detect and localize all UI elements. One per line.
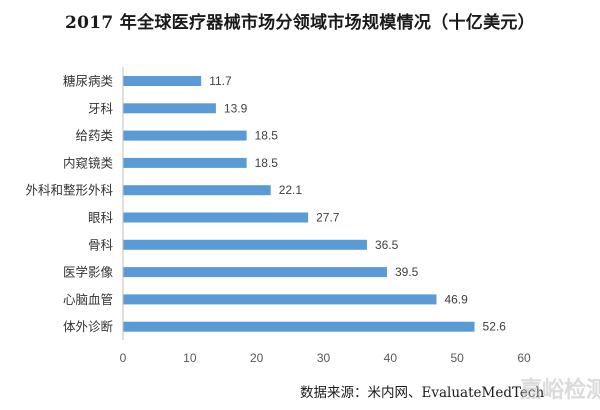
category-label: 给药类 — [75, 128, 113, 143]
bar — [123, 212, 309, 223]
x-tick-label: 30 — [317, 351, 331, 365]
category-label: 外科和整形外科 — [25, 183, 113, 198]
value-label: 18.5 — [255, 156, 279, 170]
category-label: 体外诊断 — [63, 319, 113, 334]
bar — [123, 267, 387, 278]
category-label: 医学影像 — [63, 265, 114, 280]
x-tick-label: 10 — [183, 351, 197, 365]
category-label: 眼科 — [88, 210, 114, 225]
bar — [123, 157, 247, 168]
x-tick-label: 50 — [450, 351, 464, 365]
category-label: 心脑血管 — [63, 292, 113, 307]
category-label: 牙科 — [88, 101, 114, 116]
bar — [123, 239, 367, 250]
value-label: 27.7 — [316, 211, 340, 225]
watermark: 嘉峪检测网 — [520, 378, 600, 403]
chart-title: 2017 年全球医疗器械市场分领域市场规模情况（十亿美元） — [65, 13, 535, 33]
bar — [123, 130, 247, 141]
x-tick-labels: 0 10 20 30 40 50 60 — [120, 351, 531, 365]
value-label: 18.5 — [255, 129, 279, 143]
bars-layer — [123, 76, 475, 332]
x-tick-label: 20 — [250, 351, 264, 365]
value-label: 52.6 — [483, 320, 507, 334]
x-tick-label: 40 — [384, 351, 398, 365]
value-labels: 11.713.918.518.522.127.736.539.546.952.6 — [209, 74, 506, 334]
bar — [123, 103, 216, 114]
value-label: 22.1 — [279, 183, 303, 197]
value-label: 13.9 — [224, 101, 248, 115]
value-label: 39.5 — [395, 265, 419, 279]
bar — [123, 185, 271, 196]
bar — [123, 76, 202, 86]
category-label: 糖尿病类 — [63, 74, 114, 89]
x-tick-label: 0 — [120, 351, 127, 365]
x-tick-label: 60 — [517, 351, 531, 365]
value-label: 11.7 — [209, 74, 232, 88]
category-label: 骨科 — [88, 237, 114, 252]
value-label: 46.9 — [444, 292, 468, 306]
value-label: 36.5 — [375, 238, 399, 252]
bar — [123, 321, 475, 332]
bar — [123, 294, 437, 305]
data-source: 数据来源：米内网、EvaluateMedTech — [300, 385, 545, 401]
category-label: 内窥镜类 — [63, 155, 114, 170]
